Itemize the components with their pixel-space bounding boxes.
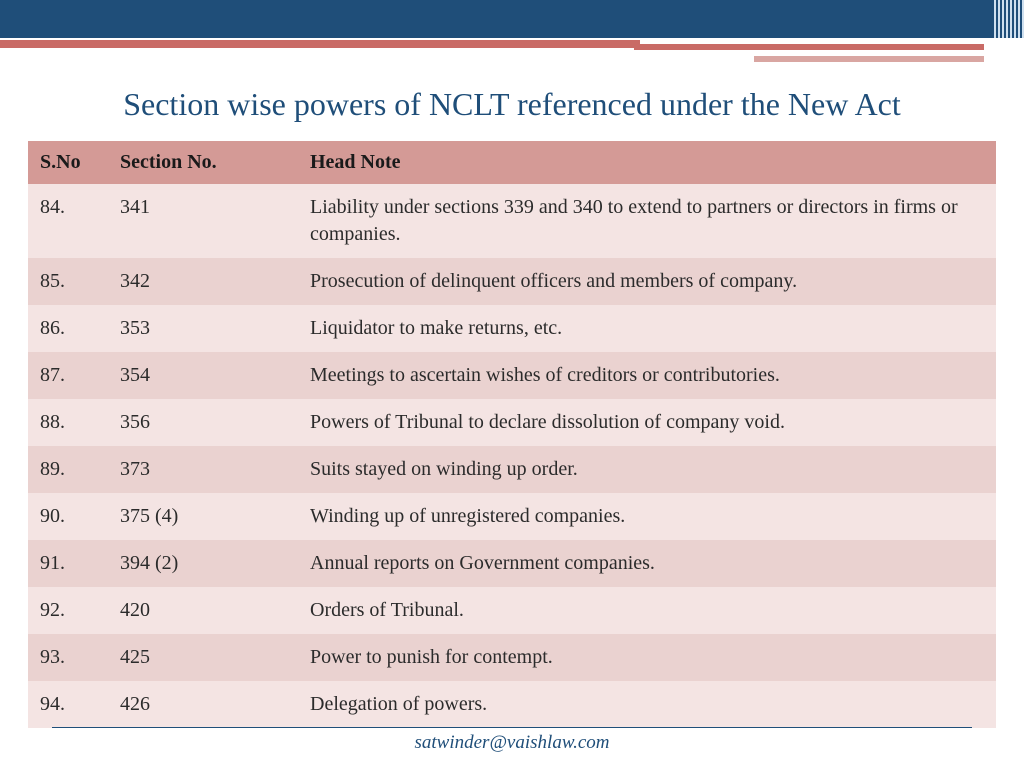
table-row: 87.354Meetings to ascertain wishes of cr… xyxy=(28,352,996,399)
cell-section: 356 xyxy=(108,399,298,446)
cell-sno: 93. xyxy=(28,634,108,681)
cell-section: 394 (2) xyxy=(108,540,298,587)
cell-headnote: Delegation of powers. xyxy=(298,681,996,728)
cell-headnote: Winding up of unregistered companies. xyxy=(298,493,996,540)
table-row: 94.426Delegation of powers. xyxy=(28,681,996,728)
col-header-sno: S.No xyxy=(28,141,108,184)
table-row: 85.342Prosecution of delinquent officers… xyxy=(28,258,996,305)
cell-headnote: Annual reports on Government companies. xyxy=(298,540,996,587)
cell-section: 353 xyxy=(108,305,298,352)
cell-headnote: Meetings to ascertain wishes of creditor… xyxy=(298,352,996,399)
table-row: 89.373Suits stayed on winding up order. xyxy=(28,446,996,493)
table-row: 86.353Liquidator to make returns, etc. xyxy=(28,305,996,352)
cell-section: 420 xyxy=(108,587,298,634)
table-row: 93.425Power to punish for contempt. xyxy=(28,634,996,681)
footer-rule xyxy=(52,727,972,728)
cell-sno: 84. xyxy=(28,184,108,258)
cell-section: 425 xyxy=(108,634,298,681)
table-row: 84.341Liability under sections 339 and 3… xyxy=(28,184,996,258)
cell-section: 342 xyxy=(108,258,298,305)
accent-bar-segment-a xyxy=(634,44,984,50)
accent-bar-main xyxy=(0,40,640,48)
cell-sno: 94. xyxy=(28,681,108,728)
table-row: 91.394 (2)Annual reports on Government c… xyxy=(28,540,996,587)
cell-section: 373 xyxy=(108,446,298,493)
cell-sno: 85. xyxy=(28,258,108,305)
cell-headnote: Powers of Tribunal to declare dissolutio… xyxy=(298,399,996,446)
col-header-section: Section No. xyxy=(108,141,298,184)
cell-headnote: Liquidator to make returns, etc. xyxy=(298,305,996,352)
table-row: 92.420Orders of Tribunal. xyxy=(28,587,996,634)
table-header-row: S.No Section No. Head Note xyxy=(28,141,996,184)
cell-sno: 90. xyxy=(28,493,108,540)
footer: satwinder@vaishlaw.com xyxy=(0,727,1024,754)
cell-headnote: Orders of Tribunal. xyxy=(298,587,996,634)
accent-bar-group xyxy=(0,38,1024,62)
cell-headnote: Suits stayed on winding up order. xyxy=(298,446,996,493)
header-band xyxy=(0,0,1024,38)
footer-email: satwinder@vaishlaw.com xyxy=(415,732,610,753)
cell-sno: 86. xyxy=(28,305,108,352)
cell-sno: 92. xyxy=(28,587,108,634)
col-header-headnote: Head Note xyxy=(298,141,996,184)
cell-section: 341 xyxy=(108,184,298,258)
cell-headnote: Power to punish for contempt. xyxy=(298,634,996,681)
cell-sno: 91. xyxy=(28,540,108,587)
cell-headnote: Prosecution of delinquent officers and m… xyxy=(298,258,996,305)
accent-bar-segment-b xyxy=(754,56,984,62)
sections-table: S.No Section No. Head Note 84.341Liabili… xyxy=(28,141,996,728)
cell-sno: 89. xyxy=(28,446,108,493)
cell-headnote: Liability under sections 339 and 340 to … xyxy=(298,184,996,258)
cell-section: 375 (4) xyxy=(108,493,298,540)
cell-sno: 88. xyxy=(28,399,108,446)
slide-title: Section wise powers of NCLT referenced u… xyxy=(40,86,984,123)
table-row: 90.375 (4)Winding up of unregistered com… xyxy=(28,493,996,540)
cell-sno: 87. xyxy=(28,352,108,399)
table-row: 88.356Powers of Tribunal to declare diss… xyxy=(28,399,996,446)
cell-section: 426 xyxy=(108,681,298,728)
cell-section: 354 xyxy=(108,352,298,399)
